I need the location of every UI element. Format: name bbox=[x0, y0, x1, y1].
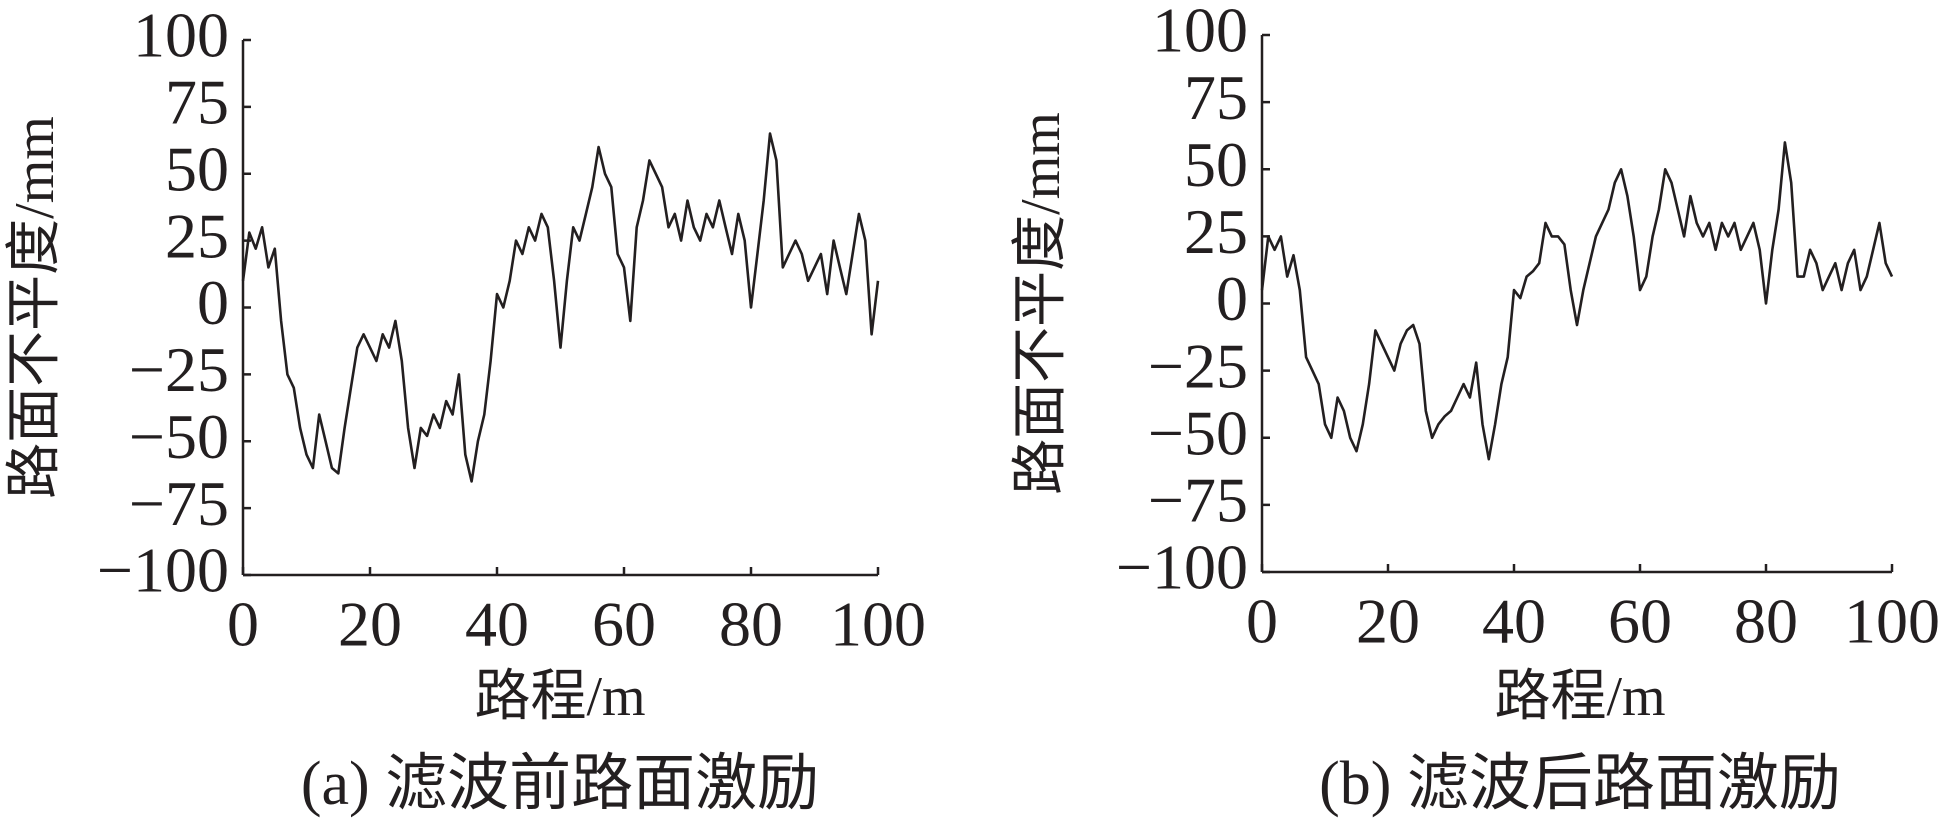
data-line bbox=[1260, 141, 1894, 461]
y-tick-label: 50 bbox=[1184, 129, 1248, 200]
y-tick-label: −50 bbox=[129, 401, 229, 472]
x-tick-label: 0 bbox=[227, 589, 259, 660]
chart-caption: (a) 滤波前路面激励 bbox=[301, 750, 819, 818]
y-tick-label: −75 bbox=[1148, 465, 1248, 536]
x-tick-label: 100 bbox=[1844, 586, 1940, 657]
y-tick-label: 50 bbox=[165, 133, 229, 204]
x-tick-label: 80 bbox=[1734, 586, 1798, 657]
y-tick-label: −100 bbox=[1116, 532, 1248, 603]
x-axis-label: 路程/m bbox=[1494, 666, 1665, 728]
y-tick-label: −50 bbox=[1148, 397, 1248, 468]
y-tick-label: −100 bbox=[97, 535, 229, 606]
y-tick-label: −25 bbox=[129, 334, 229, 405]
y-tick-label: 75 bbox=[165, 67, 229, 138]
y-tick-label: 0 bbox=[197, 267, 229, 338]
y-tick-label: 25 bbox=[165, 200, 229, 271]
x-axis-label: 路程/m bbox=[474, 666, 645, 728]
x-tick-label: 20 bbox=[1356, 586, 1420, 657]
chart-caption: (b) 滤波后路面激励 bbox=[1319, 750, 1841, 818]
y-tick-label: 100 bbox=[133, 0, 229, 71]
y-tick-label: 0 bbox=[1216, 263, 1248, 334]
x-tick-label: 20 bbox=[338, 589, 402, 660]
y-tick-label: 25 bbox=[1184, 196, 1248, 267]
x-tick-label: 0 bbox=[1246, 586, 1278, 657]
y-tick-label: 75 bbox=[1184, 62, 1248, 133]
y-tick-label: 100 bbox=[1152, 0, 1248, 66]
x-tick-label: 80 bbox=[719, 589, 783, 660]
data-line bbox=[241, 132, 880, 483]
x-tick-label: 40 bbox=[465, 589, 529, 660]
y-axis-label: 路面不平度/mm bbox=[1010, 112, 1072, 495]
x-tick-label: 60 bbox=[592, 589, 656, 660]
y-axis-label: 路面不平度/mm bbox=[4, 116, 66, 499]
y-tick-label: −25 bbox=[1148, 330, 1248, 401]
x-tick-label: 100 bbox=[830, 589, 926, 660]
x-tick-label: 60 bbox=[1608, 586, 1672, 657]
x-tick-label: 40 bbox=[1482, 586, 1546, 657]
y-tick-label: −75 bbox=[129, 468, 229, 539]
